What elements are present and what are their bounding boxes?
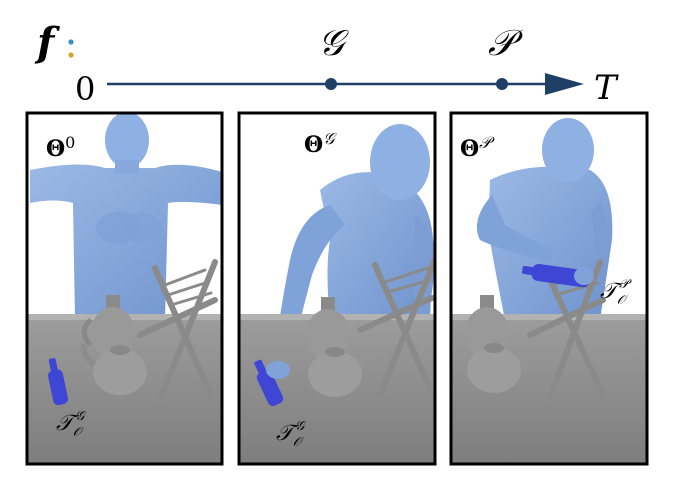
panel-frame-grasp xyxy=(237,111,437,466)
pose-label-grasp: Θ𝒢 xyxy=(304,129,337,158)
table-edge-pour xyxy=(451,314,647,320)
function-symbol: f xyxy=(34,19,60,66)
trajectory-label-initial: 𝒯𝒪𝒢 xyxy=(56,409,87,440)
bottle-initial xyxy=(47,358,69,406)
timeline: f 0 T 𝒢 𝒫 xyxy=(34,19,619,108)
panel-pour: Θ𝒫 𝒯𝒪𝒫 xyxy=(449,111,649,466)
event-marker-grasp xyxy=(325,78,337,90)
trajectory-label-pour: 𝒯𝒪𝒫 xyxy=(600,277,632,308)
hand-pour xyxy=(574,267,594,285)
timeline-start-label: 0 xyxy=(75,70,95,108)
event-label-pour: 𝒫 xyxy=(488,23,524,64)
panel-frame-initial xyxy=(25,111,224,466)
teapot-pour xyxy=(467,343,521,393)
panel-frame-pour xyxy=(449,111,649,466)
human-body-initial xyxy=(30,113,222,320)
bottle-pour xyxy=(522,263,591,288)
dish-rack-pour xyxy=(527,259,608,403)
pose-label-initial: Θ0 xyxy=(46,133,75,162)
event-marker-pour xyxy=(496,78,508,90)
event-label-grasp: 𝒢 xyxy=(318,23,349,64)
hand-grasp xyxy=(266,361,290,379)
bottle-grasp xyxy=(254,359,284,407)
timeline-arrowhead xyxy=(545,73,584,95)
dish-rack-initial xyxy=(137,259,218,408)
teapot-initial xyxy=(80,343,147,395)
panel-initial: Θ0 𝒯𝒪𝒢 xyxy=(25,111,224,466)
trajectory-label-grasp: 𝒯𝒪𝒢 xyxy=(276,419,307,450)
colon-dot-lower xyxy=(68,52,74,58)
dish-rack-grasp xyxy=(357,257,435,403)
colon-glyph xyxy=(68,39,74,58)
teapot-grasp xyxy=(308,347,362,397)
pose-label-pour: Θ𝒫 xyxy=(460,133,495,162)
panel-grasp: Θ𝒢 𝒯𝒪𝒢 xyxy=(237,111,437,466)
timeline-end-label: T xyxy=(594,68,619,108)
colon-dot-upper xyxy=(68,39,74,45)
